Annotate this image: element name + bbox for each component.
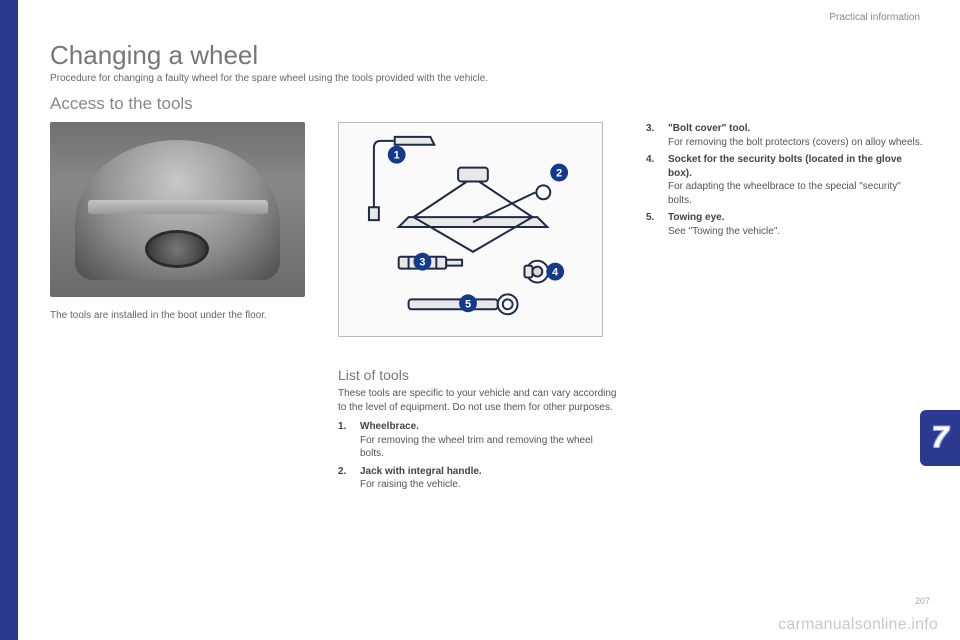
tool-item: 4. Socket for the security bolts (locate… <box>646 153 926 207</box>
tool-num: 4. <box>646 153 660 207</box>
tool-desc: See "Towing the vehicle". <box>668 225 780 239</box>
photo-caption: The tools are installed in the boot unde… <box>50 309 310 323</box>
trunk-shelf <box>88 200 268 214</box>
callout-1: 1 <box>394 150 400 162</box>
list-of-tools-intro: These tools are specific to your vehicle… <box>338 387 618 414</box>
page-content: Changing a wheel Procedure for changing … <box>50 40 930 620</box>
callout-4: 4 <box>552 267 558 279</box>
tool-desc: For removing the bolt protectors (covers… <box>668 136 923 150</box>
tool-name: Socket for the security bolts (located i… <box>668 153 926 180</box>
tool-num: 5. <box>646 211 660 238</box>
column-right: 3. "Bolt cover" tool. For removing the b… <box>646 122 926 496</box>
tool-name: Towing eye. <box>668 211 780 225</box>
callout-2: 2 <box>556 167 562 179</box>
spare-tire <box>145 230 209 268</box>
callout-3: 3 <box>419 257 425 269</box>
chapter-tab: 7 <box>920 410 960 466</box>
tool-num: 2. <box>338 465 352 492</box>
callout-5: 5 <box>465 298 471 310</box>
trunk-photo <box>50 122 305 297</box>
tools-diagram: 1 2 3 4 5 <box>338 122 603 337</box>
tool-desc: For adapting the wheelbrace to the speci… <box>668 180 926 207</box>
tool-item: 2. Jack with integral handle. For raisin… <box>338 465 618 492</box>
tool-num: 3. <box>646 122 660 149</box>
header-section-label: Practical information <box>829 12 920 23</box>
watermark: carmanualsonline.info <box>778 616 938 634</box>
tool-num: 1. <box>338 420 352 461</box>
tools-list-left: 1. Wheelbrace. For removing the wheel tr… <box>338 420 618 492</box>
tool-desc: For removing the wheel trim and removing… <box>360 434 618 461</box>
columns: The tools are installed in the boot unde… <box>50 122 930 496</box>
column-middle: 1 2 3 4 5 List of tools These tools are … <box>338 122 618 496</box>
tools-list-right: 3. "Bolt cover" tool. For removing the b… <box>646 122 926 238</box>
tool-name: Jack with integral handle. <box>360 465 482 479</box>
chapter-number: 7 <box>932 421 949 455</box>
list-of-tools-title: List of tools <box>338 367 618 383</box>
page-subtitle: Procedure for changing a faulty wheel fo… <box>50 73 930 84</box>
section-title: Access to the tools <box>50 94 930 114</box>
tool-name: "Bolt cover" tool. <box>668 122 923 136</box>
page-number: 207 <box>915 596 930 606</box>
column-left: The tools are installed in the boot unde… <box>50 122 310 496</box>
tool-name: Wheelbrace. <box>360 420 618 434</box>
tool-item: 1. Wheelbrace. For removing the wheel tr… <box>338 420 618 461</box>
page-title: Changing a wheel <box>50 40 930 71</box>
left-sidebar <box>0 0 18 640</box>
tool-item: 3. "Bolt cover" tool. For removing the b… <box>646 122 926 149</box>
tool-item: 5. Towing eye. See "Towing the vehicle". <box>646 211 926 238</box>
tool-desc: For raising the vehicle. <box>360 478 482 492</box>
